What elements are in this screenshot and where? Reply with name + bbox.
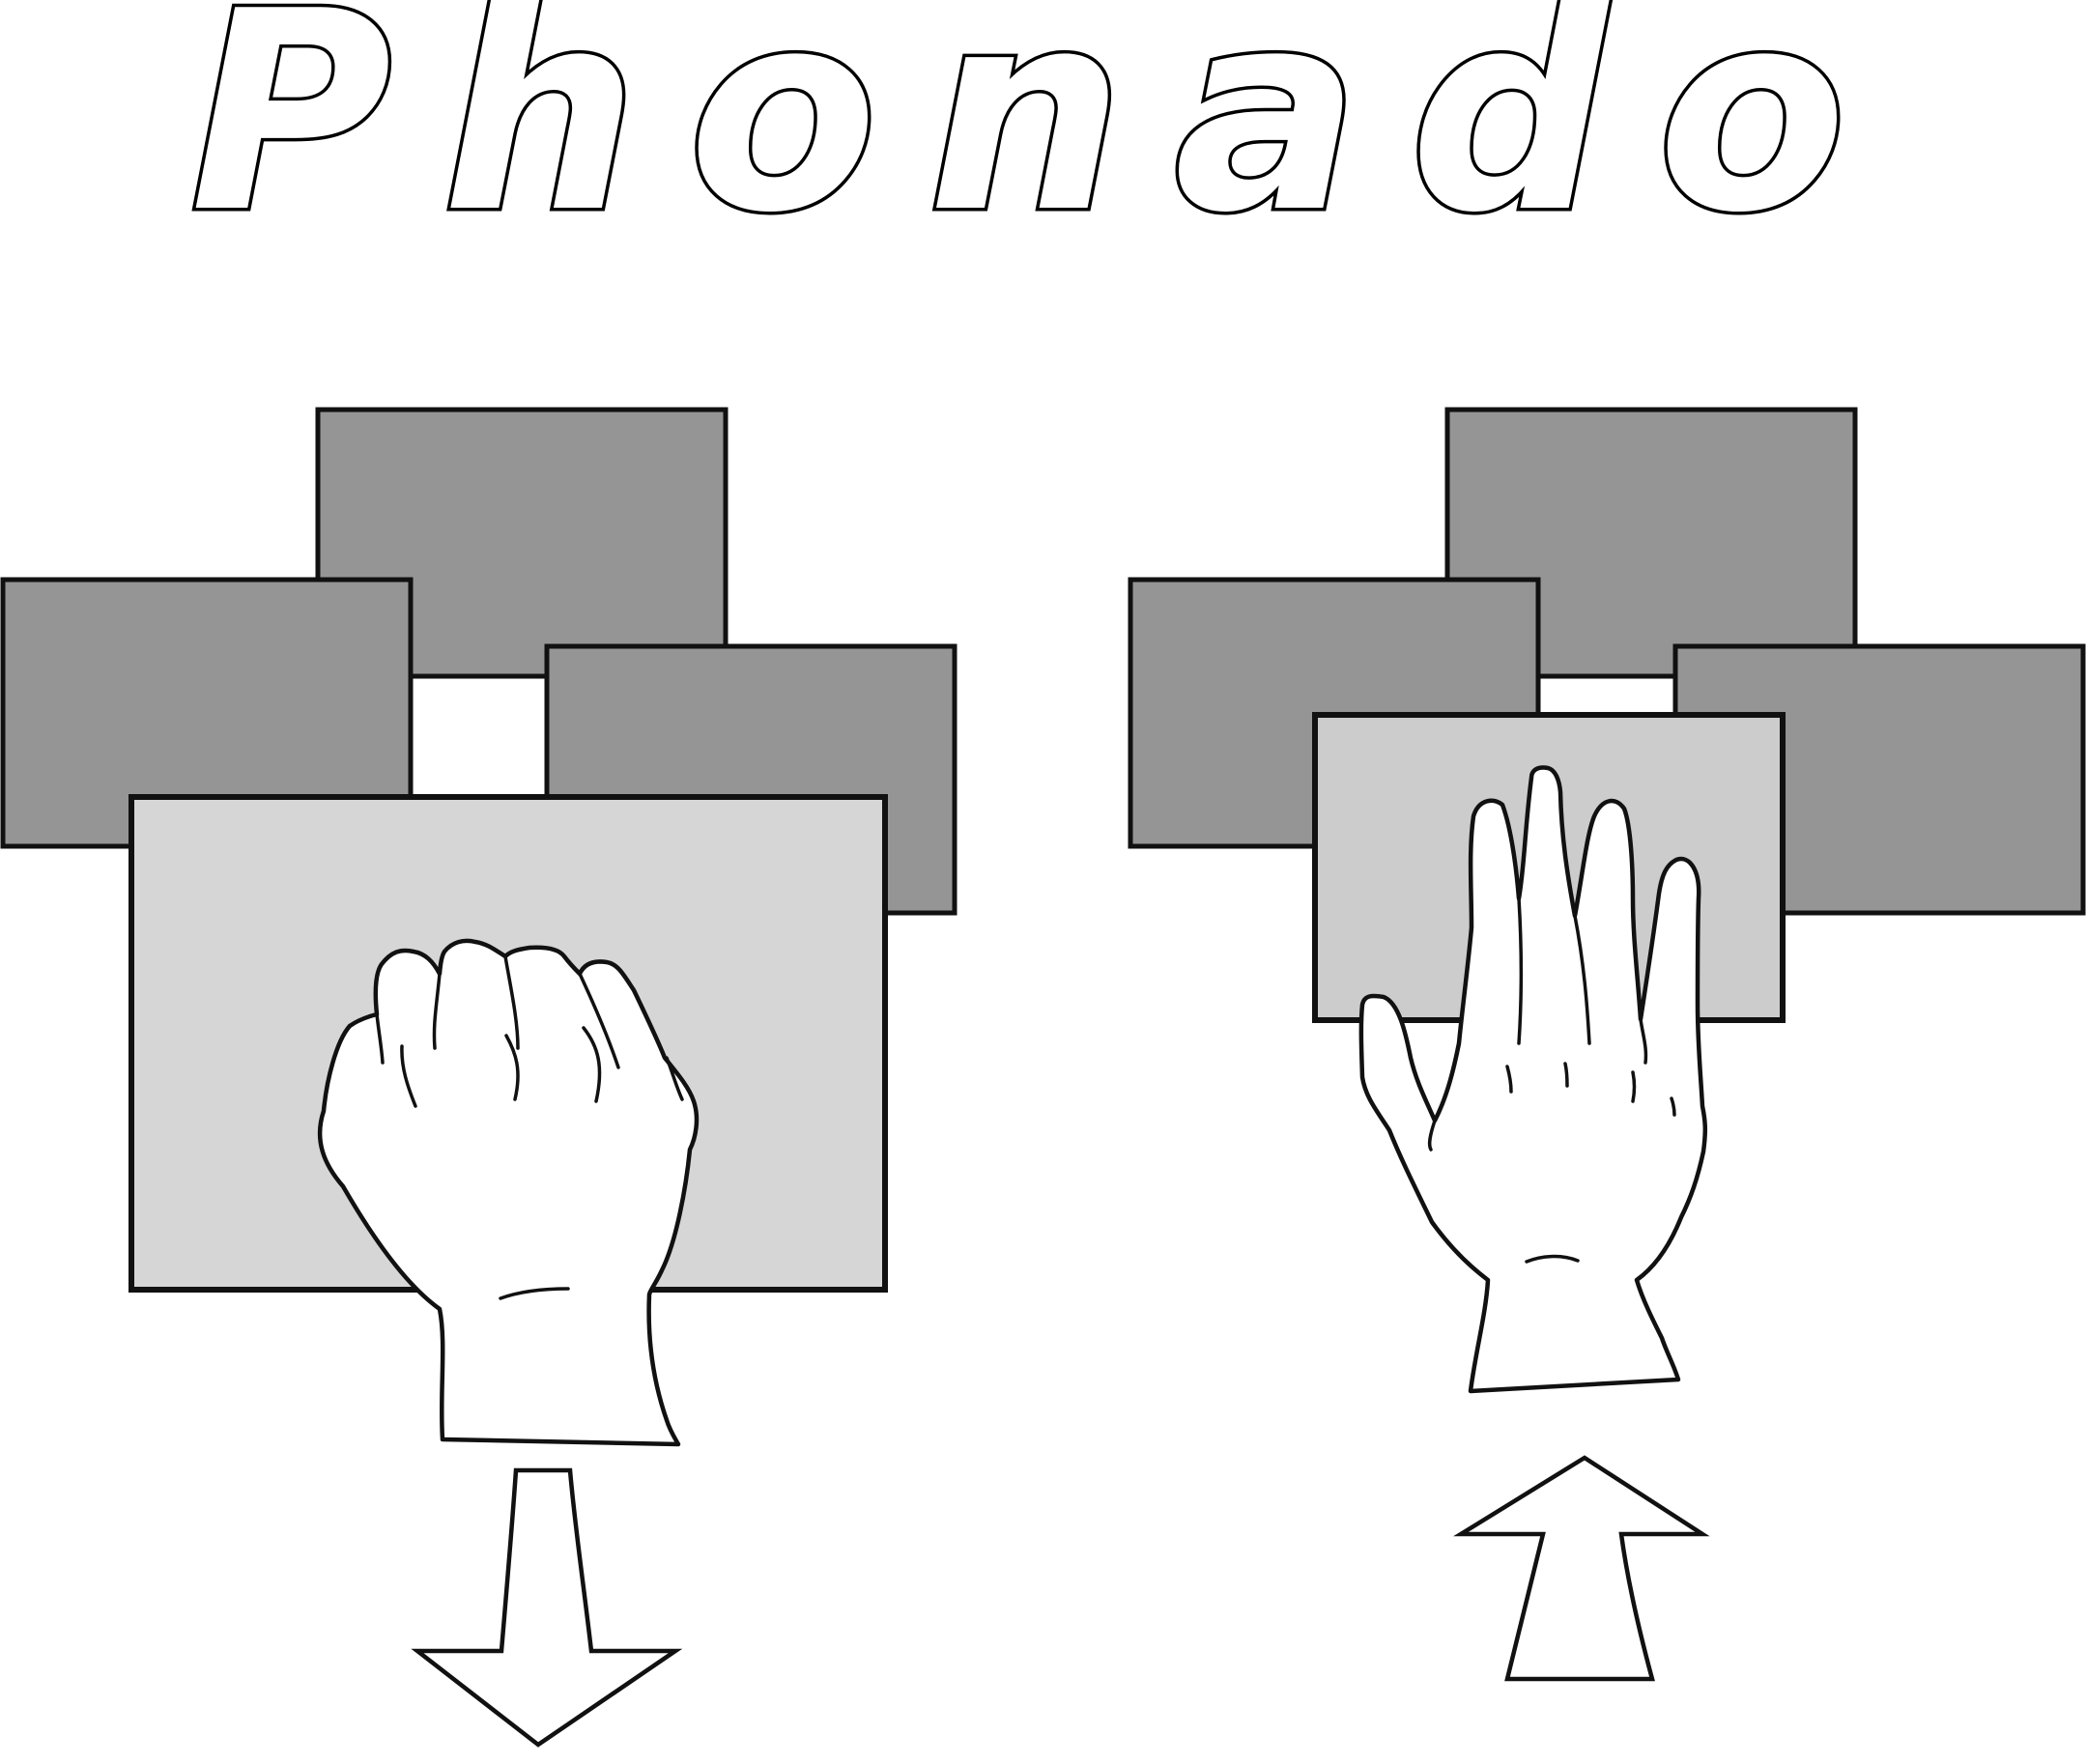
fist-hand-icon (317, 938, 700, 1447)
arrow-down-icon (411, 1467, 683, 1748)
open-palm-hand-icon (1358, 765, 1708, 1394)
arrow-up-icon (1453, 1455, 1710, 1682)
right-scene (1128, 407, 2086, 1682)
left-scene (0, 407, 957, 1748)
logo-title: Phonado (190, 0, 1898, 273)
